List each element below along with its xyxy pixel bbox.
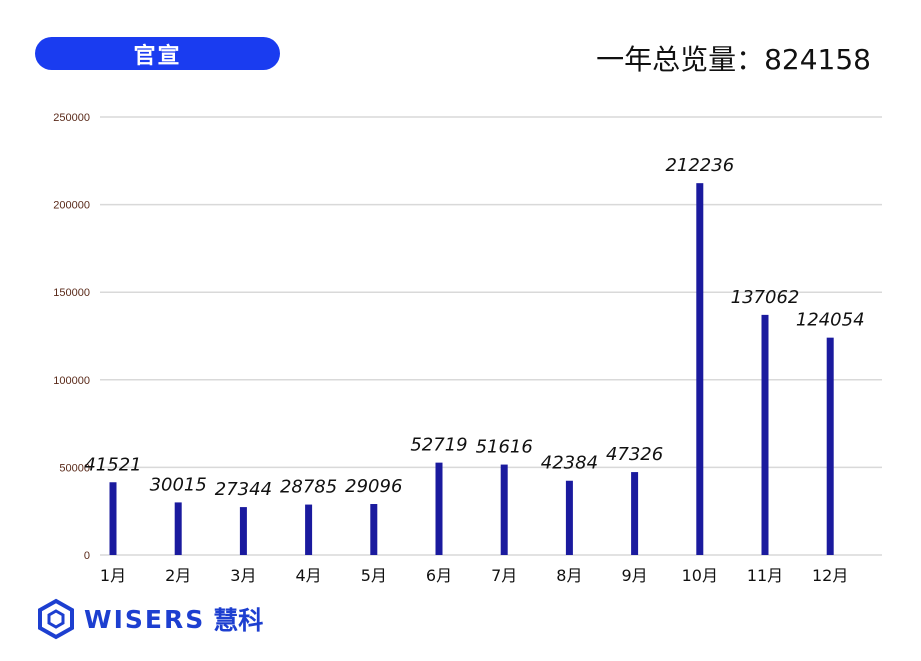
bar	[696, 183, 704, 555]
bar-value-label: 51616	[476, 437, 533, 458]
bar-value-label: 29096	[345, 476, 402, 497]
bar	[305, 504, 313, 555]
bar-value-label: 28785	[280, 477, 337, 498]
bar-value-label: 30015	[150, 474, 207, 495]
bar-value-label: 124054	[796, 310, 865, 331]
bar-value-label: 137062	[731, 287, 800, 308]
x-tick-label: 9月	[622, 566, 648, 585]
bar	[761, 314, 769, 555]
y-tick-label: 200000	[53, 200, 90, 212]
x-axis-ticks: 1月 2月 3月 4月 5月 6月 7月 8月 9月 10月 11月 12月	[100, 566, 848, 585]
chart-bars	[109, 183, 834, 555]
hexagon-logo-icon	[38, 598, 74, 640]
annual-total-value: 824158	[764, 43, 871, 76]
logo-wordmark: WISERS	[84, 604, 206, 634]
bar-value-label: 47326	[606, 444, 663, 465]
x-tick-label: 2月	[165, 566, 191, 585]
x-tick-label: 6月	[426, 566, 452, 585]
x-tick-label: 4月	[296, 566, 322, 585]
bar-value-label: 41521	[84, 454, 141, 475]
y-axis-ticks: 0 50000 100000 150000 200000 250000	[53, 112, 90, 562]
x-tick-label: 11月	[747, 566, 783, 585]
chart-grid	[100, 116, 882, 556]
bar	[174, 502, 182, 555]
bar-value-label: 42384	[541, 453, 598, 474]
x-tick-label: 12月	[812, 566, 848, 585]
bar-value-label: 52719	[410, 435, 467, 456]
bar	[631, 472, 639, 555]
bar	[826, 337, 834, 555]
x-tick-label: 1月	[100, 566, 126, 585]
y-tick-label: 100000	[53, 375, 90, 387]
bar	[370, 504, 378, 555]
bar-value-label: 27344	[215, 479, 272, 500]
title-badge: 官宣	[35, 37, 280, 70]
bar	[565, 480, 573, 555]
y-tick-label: 0	[84, 550, 90, 562]
bar-data-labels: 41521 30015 27344 28785 29096 52719 51616 42384…	[84, 155, 864, 500]
bar-value-label: 212236	[665, 155, 734, 176]
x-tick-label: 5月	[361, 566, 387, 585]
y-tick-label: 50000	[59, 462, 90, 474]
y-tick-label: 250000	[53, 112, 90, 124]
bar	[239, 507, 247, 555]
y-tick-label: 150000	[53, 287, 90, 299]
title-badge-label: 官宣	[133, 43, 182, 69]
x-tick-label: 8月	[556, 566, 582, 585]
bar	[109, 482, 117, 555]
x-tick-label: 3月	[230, 566, 256, 585]
bar-chart: 0 50000 100000 150000 200000 250000 41521 3001…	[53, 112, 882, 585]
x-tick-label: 10月	[682, 566, 718, 585]
bar	[435, 462, 443, 555]
bar	[500, 464, 508, 555]
logo-chinese: 慧科	[213, 606, 264, 635]
wisers-logo: WISERS 慧科	[36, 598, 263, 640]
x-tick-label: 7月	[491, 566, 517, 585]
annual-total: 一年总览量：824158	[596, 38, 871, 78]
annual-total-label: 一年总览量：	[596, 43, 765, 76]
